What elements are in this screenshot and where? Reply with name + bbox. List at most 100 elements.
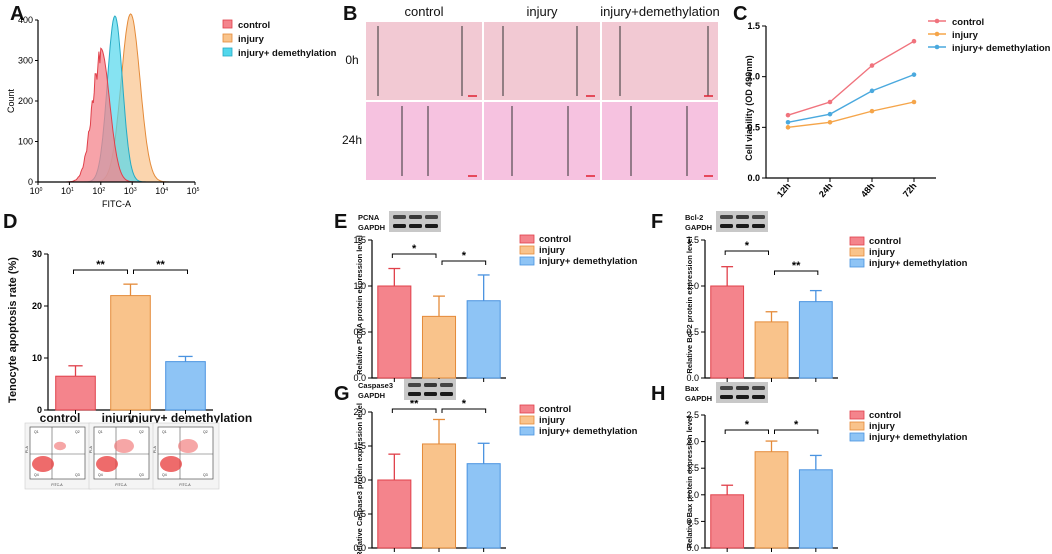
blot-band-gapdh	[440, 392, 453, 396]
micrograph-24h-1	[366, 102, 482, 180]
y-tick-label: 1.5	[353, 235, 366, 245]
series-line-1	[787, 40, 915, 116]
significance-bracket	[774, 429, 819, 434]
y-tick-label: 1.0	[747, 72, 760, 82]
bar-1	[710, 494, 745, 549]
quadrant-label: Q4	[162, 473, 167, 477]
blot-band-gapdh	[720, 395, 733, 399]
blot-band-gapdh	[736, 224, 749, 228]
panel-c-viability-line-chart: 0.0 0.5 1.0 1.5 12h 24h 48h 72h Cell viability (…	[744, 17, 1051, 199]
blot-loading-label: GAPDH	[358, 223, 385, 232]
bar-2	[110, 295, 151, 411]
y-tick-label: 1.5	[686, 463, 699, 473]
flow-x-label: FITC-A	[115, 483, 127, 487]
bar-3	[165, 361, 206, 411]
legend-label: injury+ demethylation	[539, 426, 638, 437]
y-axis-title: Tenocyte apoptosis rate (%)	[7, 257, 19, 403]
y-tick-label: 0.5	[353, 509, 366, 519]
data-point	[785, 119, 791, 125]
blot-band-gapdh	[408, 392, 421, 396]
blot-membrane	[404, 379, 456, 400]
blot-protein-label: Bcl-2	[685, 213, 703, 222]
significance-label: *	[462, 398, 467, 410]
y-axis-title: Relative Caspase3 protein expression lev…	[355, 403, 364, 554]
legend-label: injury	[539, 245, 566, 256]
y-axis-title: Relative Bcl-2 protein expression level	[685, 236, 694, 373]
blot-band-target	[393, 215, 406, 219]
y-tick-label: 10	[32, 353, 42, 363]
significance-bracket	[774, 270, 819, 275]
y-tick-label: 2.0	[686, 437, 699, 447]
bar-3	[798, 301, 833, 379]
panel-label-g: G	[334, 383, 350, 405]
blot-band-target	[736, 215, 749, 219]
legend-swatch	[849, 236, 865, 246]
significance-bracket	[441, 408, 487, 413]
legend-label: injury	[869, 421, 896, 432]
x-tick-label: 72h	[901, 181, 919, 199]
panel-label-a: A	[10, 3, 24, 25]
bar-1	[55, 375, 96, 411]
blot-band-gapdh	[720, 224, 733, 228]
quadrant-label: Q2	[203, 430, 208, 434]
column-label: control	[404, 4, 443, 19]
legend-label: injury+ demethylation	[539, 256, 638, 267]
y-tick-label: 300	[18, 56, 33, 66]
data-point	[911, 38, 917, 44]
y-tick-label: 1.5	[353, 441, 366, 451]
significance-bracket	[73, 269, 128, 274]
panel-d-apoptosis-bar-chart: 0 10 20 30 ** ** Tenocyte apoptosis rate (%) co…	[7, 249, 252, 490]
legend-swatch	[222, 19, 233, 29]
y-tick-label: 0.0	[747, 173, 760, 183]
x-tick-label: 104	[155, 186, 168, 196]
y-tick-label: 0.5	[686, 327, 699, 337]
y-tick-label: 0.0	[353, 543, 366, 553]
blot-band-target	[409, 215, 422, 219]
legend-swatch	[222, 47, 233, 57]
bar-3	[466, 463, 501, 549]
legend-swatch	[849, 410, 865, 420]
legend-swatch	[519, 426, 535, 436]
y-axis-title: Relative Bax protein expression level	[685, 416, 694, 549]
y-tick-label: 2.0	[353, 407, 366, 417]
data-point	[911, 99, 917, 105]
y-tick-label: 0.0	[686, 373, 699, 383]
legend-swatch	[849, 432, 865, 442]
legend-label: injury	[238, 34, 265, 45]
blot-band-gapdh	[409, 224, 422, 228]
legend-swatch	[519, 234, 535, 244]
legend-label: control	[539, 404, 571, 415]
y-tick-label: 0.5	[686, 516, 699, 526]
blot-loading-label: GAPDH	[358, 391, 385, 400]
blot-band-target	[720, 386, 733, 390]
blot-band-gapdh	[393, 224, 406, 228]
quadrant-label: Q3	[203, 473, 208, 477]
legend-label: injury+ demethylation	[869, 432, 968, 443]
cell-cluster-apoptotic	[114, 439, 134, 453]
legend-marker	[934, 44, 940, 50]
legend-swatch	[519, 415, 535, 425]
series-line-3	[787, 73, 915, 123]
blot-band-target	[424, 383, 437, 387]
y-tick-label: 100	[18, 137, 33, 147]
legend-marker	[934, 18, 940, 24]
bar-1	[377, 285, 412, 379]
legend-label: injury+ demethylation	[238, 48, 337, 59]
panel-label-h: H	[651, 383, 665, 405]
row-label: 24h	[342, 133, 362, 147]
y-tick-label: 0.5	[747, 122, 760, 132]
panel-b-wound-healing: control injury injury+demethylation 0h 24h	[342, 4, 720, 180]
y-tick-label: 1.5	[747, 21, 760, 31]
bar-3	[466, 300, 501, 379]
panel-g-caspase3-bar-chart: 0.00.51.01.52.0** *Caspase3GAPDHcontrolin…	[353, 379, 638, 554]
bar-3	[798, 469, 833, 549]
micrograph-0h-3	[602, 22, 718, 100]
legend-label: control	[869, 410, 901, 421]
significance-bracket	[391, 408, 437, 413]
legend-marker	[934, 31, 940, 37]
data-point	[869, 108, 875, 114]
blot-band-gapdh	[736, 395, 749, 399]
bar-2	[754, 451, 789, 549]
